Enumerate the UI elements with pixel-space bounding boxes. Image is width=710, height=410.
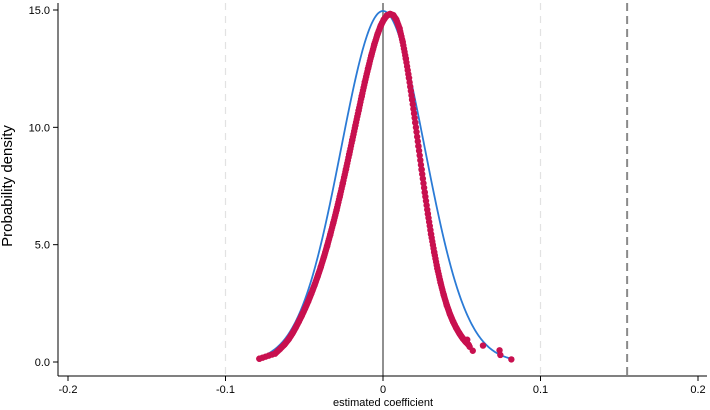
y-tick-label: 5.0: [35, 240, 50, 252]
data-point: [412, 124, 420, 131]
data-point: [449, 318, 457, 325]
data-point: [330, 219, 337, 226]
data-point: [271, 350, 279, 357]
data-point: [437, 279, 444, 286]
data-point: [427, 230, 435, 238]
data-point: [440, 291, 447, 298]
data-point: [308, 290, 315, 297]
data-point: [453, 324, 460, 332]
data-point: [292, 324, 299, 331]
data-point: [377, 22, 384, 30]
data-point: [345, 151, 353, 158]
data-point: [443, 302, 450, 309]
data-point: [333, 206, 340, 214]
data-point: [314, 273, 321, 280]
data-point: [358, 92, 365, 100]
data-point: [417, 161, 425, 169]
data-point: [446, 310, 454, 318]
data-point: [418, 166, 425, 173]
data-point: [402, 55, 410, 62]
data-point: [413, 133, 421, 140]
x-tick-label: 0: [380, 384, 386, 396]
data-point: [393, 16, 400, 24]
y-tick-label: 0.0: [35, 357, 50, 369]
data-point: [289, 330, 296, 337]
data-point: [415, 142, 422, 150]
data-point: [323, 242, 331, 250]
data-point: [412, 119, 419, 126]
y-axis-title: Probability density: [0, 125, 16, 247]
x-tick-label: -0.1: [216, 384, 235, 396]
data-point: [479, 342, 487, 349]
data-point: [374, 31, 381, 38]
gridlines: [224, 3, 542, 376]
data-point: [413, 128, 420, 136]
data-point: [421, 189, 428, 196]
x-axis-title: estimated coefficient: [333, 397, 433, 409]
data-point: [405, 74, 413, 82]
data-point: [304, 298, 312, 305]
data-point: [497, 351, 504, 359]
data-point: [508, 356, 515, 363]
reference-lines: [382, 3, 629, 376]
data-point: [416, 152, 423, 159]
fitted-normal-curve: [258, 10, 511, 360]
y-tick-label: 10.0: [29, 122, 50, 134]
data-point: [367, 52, 375, 60]
data-point: [396, 25, 403, 32]
x-tick-label: -0.2: [59, 384, 78, 396]
x-tick-label: 0.2: [690, 384, 705, 396]
data-point: [352, 122, 359, 129]
data-point: [361, 78, 369, 86]
data-point: [298, 312, 306, 319]
data-point: [371, 41, 378, 48]
data-point: [424, 210, 432, 218]
data-point: [256, 355, 263, 362]
data-point: [285, 335, 293, 343]
y-tick-label: 15.0: [29, 5, 50, 17]
data-point: [417, 156, 424, 164]
data-point: [408, 96, 416, 103]
fitted-curve-layer: [258, 10, 511, 360]
x-tick-label: 0.1: [533, 384, 548, 396]
data-point: [281, 341, 288, 348]
data-point: [339, 179, 347, 187]
data-point: [320, 253, 328, 261]
data-points: [256, 10, 515, 363]
data-point: [317, 263, 324, 271]
data-point: [327, 231, 334, 238]
data-point: [295, 318, 302, 325]
data-point: [469, 347, 476, 354]
data-point: [336, 193, 343, 200]
data-point: [390, 11, 397, 19]
data-point: [464, 336, 471, 343]
data-point: [276, 345, 284, 353]
data-point: [434, 265, 441, 272]
ticks: -0.2 -0.1 0 0.1 0.2 0.0 5.0 10.0 15.0: [29, 5, 706, 396]
data-point: [415, 147, 423, 154]
data-point: [430, 248, 438, 256]
data-point: [342, 165, 350, 173]
data-point: [349, 136, 356, 144]
data-point: [355, 107, 362, 114]
data-point: [399, 38, 406, 46]
data-point: [364, 65, 372, 72]
data-point: [456, 330, 463, 337]
data-point: [301, 305, 309, 312]
data-point: [414, 138, 422, 145]
data-point: [311, 282, 318, 289]
